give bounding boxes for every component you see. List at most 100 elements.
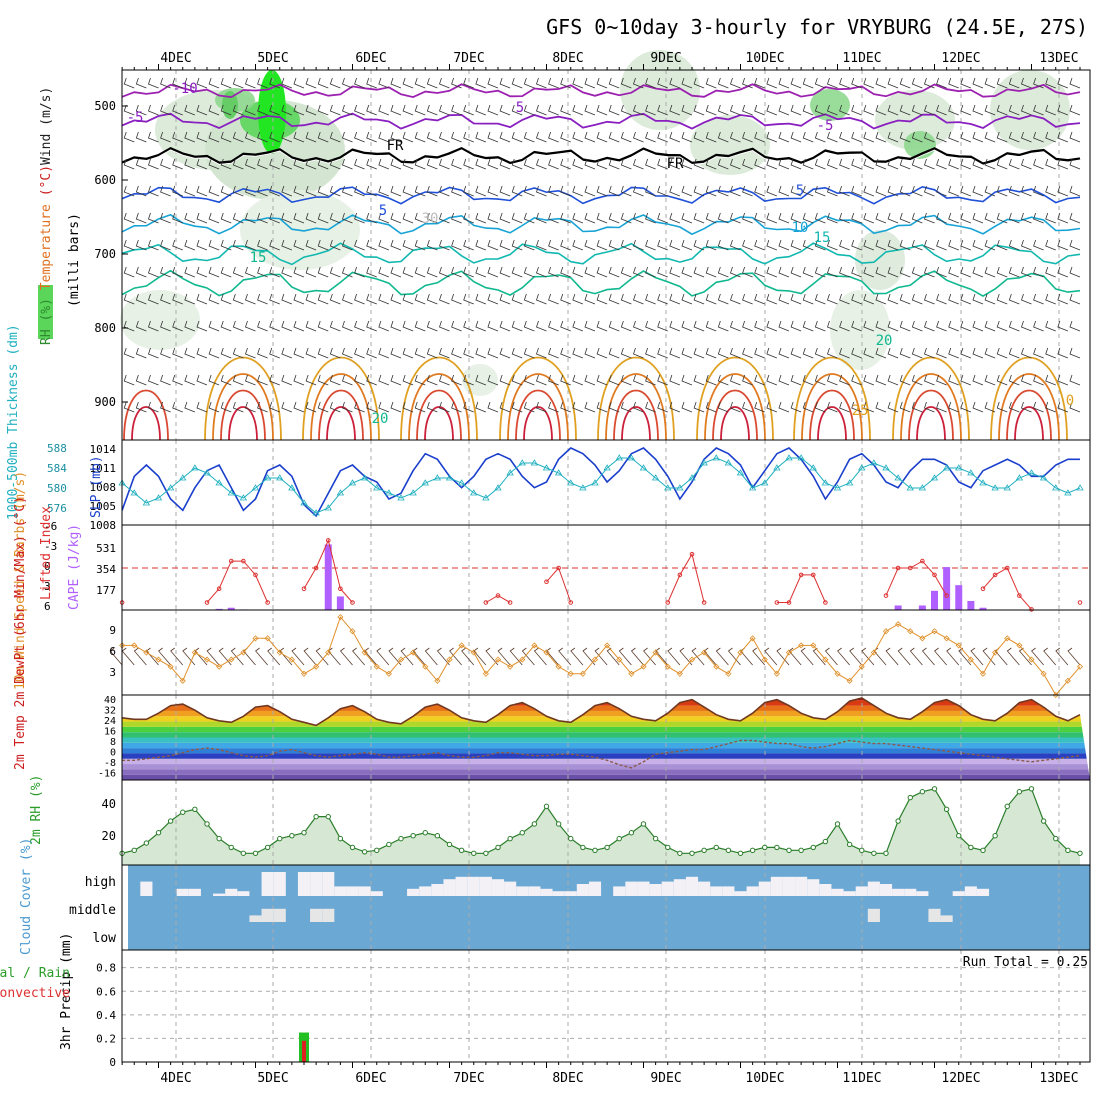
wind-barb xyxy=(475,266,487,278)
wind-barb xyxy=(669,77,681,89)
wind-barb xyxy=(863,77,875,89)
rh-point xyxy=(289,832,295,839)
wind-barb xyxy=(172,212,183,224)
wind-barb xyxy=(790,401,802,413)
wind-barb xyxy=(184,104,196,116)
wind-barb xyxy=(327,647,341,666)
wind-barb xyxy=(123,104,135,116)
wind-barb xyxy=(1008,320,1020,332)
wind-speed-point xyxy=(313,663,320,670)
wind-barb xyxy=(996,320,1008,332)
wind-barb xyxy=(160,320,171,332)
wind-barb xyxy=(366,239,377,251)
wind-barb xyxy=(1018,647,1032,666)
wind-barb xyxy=(1008,185,1020,197)
temp-tick-label: 0 xyxy=(110,748,116,759)
wind-barb xyxy=(536,185,547,197)
temperature-contour xyxy=(228,406,258,441)
wind-barb xyxy=(497,647,511,666)
wind-barb xyxy=(693,347,705,359)
wind-barb xyxy=(378,77,390,89)
wind-barb xyxy=(645,401,656,413)
wind-barb xyxy=(194,647,208,666)
wind-barb xyxy=(366,212,377,224)
wind-barb xyxy=(911,77,923,89)
temperature-contour xyxy=(121,213,1081,236)
wind-barb xyxy=(851,212,862,224)
wind-barb xyxy=(135,185,147,197)
wind-barb xyxy=(184,347,196,359)
wind-barb xyxy=(196,185,208,197)
thickness-point xyxy=(773,464,781,471)
wind-barb xyxy=(742,374,753,386)
wind-barb xyxy=(924,401,935,413)
wind-barb xyxy=(620,104,632,116)
wind-barb xyxy=(948,320,959,332)
wind-barb xyxy=(839,77,850,89)
wind-barb xyxy=(148,185,159,197)
wind-barb xyxy=(620,212,632,224)
wind-barb xyxy=(730,77,741,89)
temperature-contour xyxy=(121,83,1081,99)
rh-point xyxy=(361,849,368,855)
wind-barb xyxy=(184,158,196,170)
wind-barb xyxy=(402,266,414,278)
wind-speed-point xyxy=(870,649,877,656)
wind-barb xyxy=(208,320,220,332)
lifted-index-point xyxy=(932,572,937,578)
wind-speed-point xyxy=(155,656,162,663)
wind-barb xyxy=(160,77,171,89)
lifted-index-point xyxy=(1077,600,1083,605)
wind-barb xyxy=(172,293,183,305)
rh-point xyxy=(301,830,307,836)
wind-speed-point xyxy=(858,663,865,670)
thickness-point xyxy=(360,474,369,481)
wind-barb xyxy=(329,347,341,359)
wind-barb xyxy=(851,104,862,116)
wind-barb xyxy=(354,320,365,332)
wind-barb xyxy=(293,320,305,332)
rh-point xyxy=(859,847,865,854)
wind-barb xyxy=(548,239,559,251)
cape-tick-label: 354 xyxy=(96,563,116,576)
wind-speed-point xyxy=(507,663,514,670)
wind-barb xyxy=(560,239,571,251)
wind-speed-point xyxy=(652,649,659,656)
wind-barb xyxy=(160,185,171,197)
cape-bar xyxy=(215,608,223,610)
wind-barb xyxy=(657,266,668,278)
wind-barb xyxy=(220,212,232,224)
wind-speed-point xyxy=(543,649,550,656)
wind-barb xyxy=(414,77,426,89)
wind-barb xyxy=(451,185,462,197)
wind-barb xyxy=(184,266,196,278)
wind-barb xyxy=(754,77,765,89)
wind-barb xyxy=(463,131,474,143)
thickness-point xyxy=(373,484,381,491)
wind-barb xyxy=(657,77,668,89)
wind-barb xyxy=(802,293,814,305)
wind-barb xyxy=(257,131,268,143)
wind-barb xyxy=(948,77,959,89)
wind-barb xyxy=(269,374,280,386)
wind-barb xyxy=(1021,212,1032,224)
wind-barb xyxy=(342,401,353,413)
wind-barb xyxy=(257,212,268,224)
wind-barb xyxy=(960,293,972,305)
rh-point xyxy=(507,835,513,842)
wind-barb xyxy=(196,374,208,386)
wind-speed-point xyxy=(567,670,574,677)
wind-barb xyxy=(645,212,656,224)
cloud-cell xyxy=(807,879,820,896)
wind-barb xyxy=(802,266,814,278)
wind-barb xyxy=(875,104,887,116)
wind-barb xyxy=(790,185,802,197)
wind-barb xyxy=(172,266,183,278)
rh-point xyxy=(968,844,974,851)
cloud-cell xyxy=(673,879,686,896)
wind-barb xyxy=(730,266,741,278)
wind-barb xyxy=(257,347,268,359)
rh-point xyxy=(349,844,356,851)
wind-barb xyxy=(790,212,802,224)
wind-barb xyxy=(548,131,559,143)
